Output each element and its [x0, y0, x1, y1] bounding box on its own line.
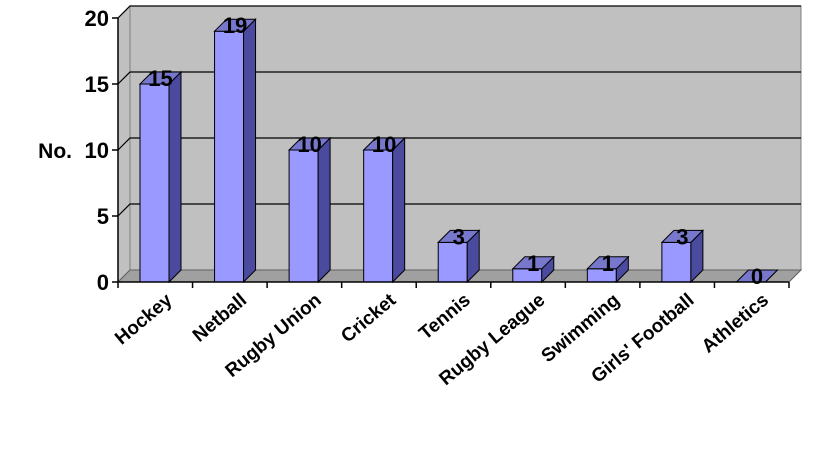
x-tick-label: Netball [189, 290, 251, 347]
bar-side [392, 136, 406, 284]
x-tick-label: Cricket [337, 289, 400, 347]
bar [138, 70, 183, 284]
bar [287, 136, 332, 284]
data-label: 0 [751, 264, 763, 289]
data-label: 10 [297, 132, 321, 157]
y-tick-label: 15 [85, 72, 109, 97]
data-label: 15 [148, 66, 172, 91]
gridline [117, 5, 801, 19]
bar [362, 136, 406, 284]
data-label: 19 [223, 13, 247, 38]
gridline [117, 137, 801, 151]
bar [660, 229, 705, 284]
bar-front [214, 30, 245, 283]
bar-top [213, 18, 257, 32]
y-tick-label: 5 [97, 204, 109, 229]
y-axis-label: No. [38, 140, 72, 163]
bar-front [288, 149, 319, 283]
data-labels: 15 19 10 10 3 1 1 3 0 [148, 13, 763, 289]
bars [138, 17, 779, 284]
bar-top [437, 229, 481, 243]
data-label: 1 [602, 251, 614, 276]
bar-top [511, 256, 555, 270]
y-axis: 0 5 10 15 20 [85, 6, 119, 295]
x-tick-label: Tennis [415, 290, 474, 345]
data-label: 3 [676, 224, 688, 249]
bar-front [139, 83, 170, 283]
bar-top [138, 71, 183, 85]
bar-top [586, 256, 630, 270]
y-tick-label: 20 [85, 6, 109, 31]
y-tick-label: 0 [97, 270, 109, 295]
data-label: 1 [527, 251, 539, 276]
bar-side [243, 17, 257, 284]
gridline [117, 71, 801, 85]
bar-front [661, 241, 692, 283]
x-tick-label: Athletics [698, 290, 773, 358]
bar-front [363, 149, 394, 283]
x-tick-label: Hockey [111, 289, 177, 349]
bar-side [317, 136, 331, 284]
data-label: 3 [453, 224, 465, 249]
gridline [117, 203, 801, 217]
gridlines [117, 5, 801, 217]
bar-side [168, 70, 182, 284]
bar-top [287, 137, 332, 151]
bar [437, 229, 481, 284]
y-tick-label: 10 [85, 138, 109, 163]
bar [213, 17, 257, 284]
bar [511, 255, 555, 284]
data-label: 10 [372, 132, 396, 157]
bar-top [660, 229, 705, 243]
bar-top [362, 137, 406, 151]
